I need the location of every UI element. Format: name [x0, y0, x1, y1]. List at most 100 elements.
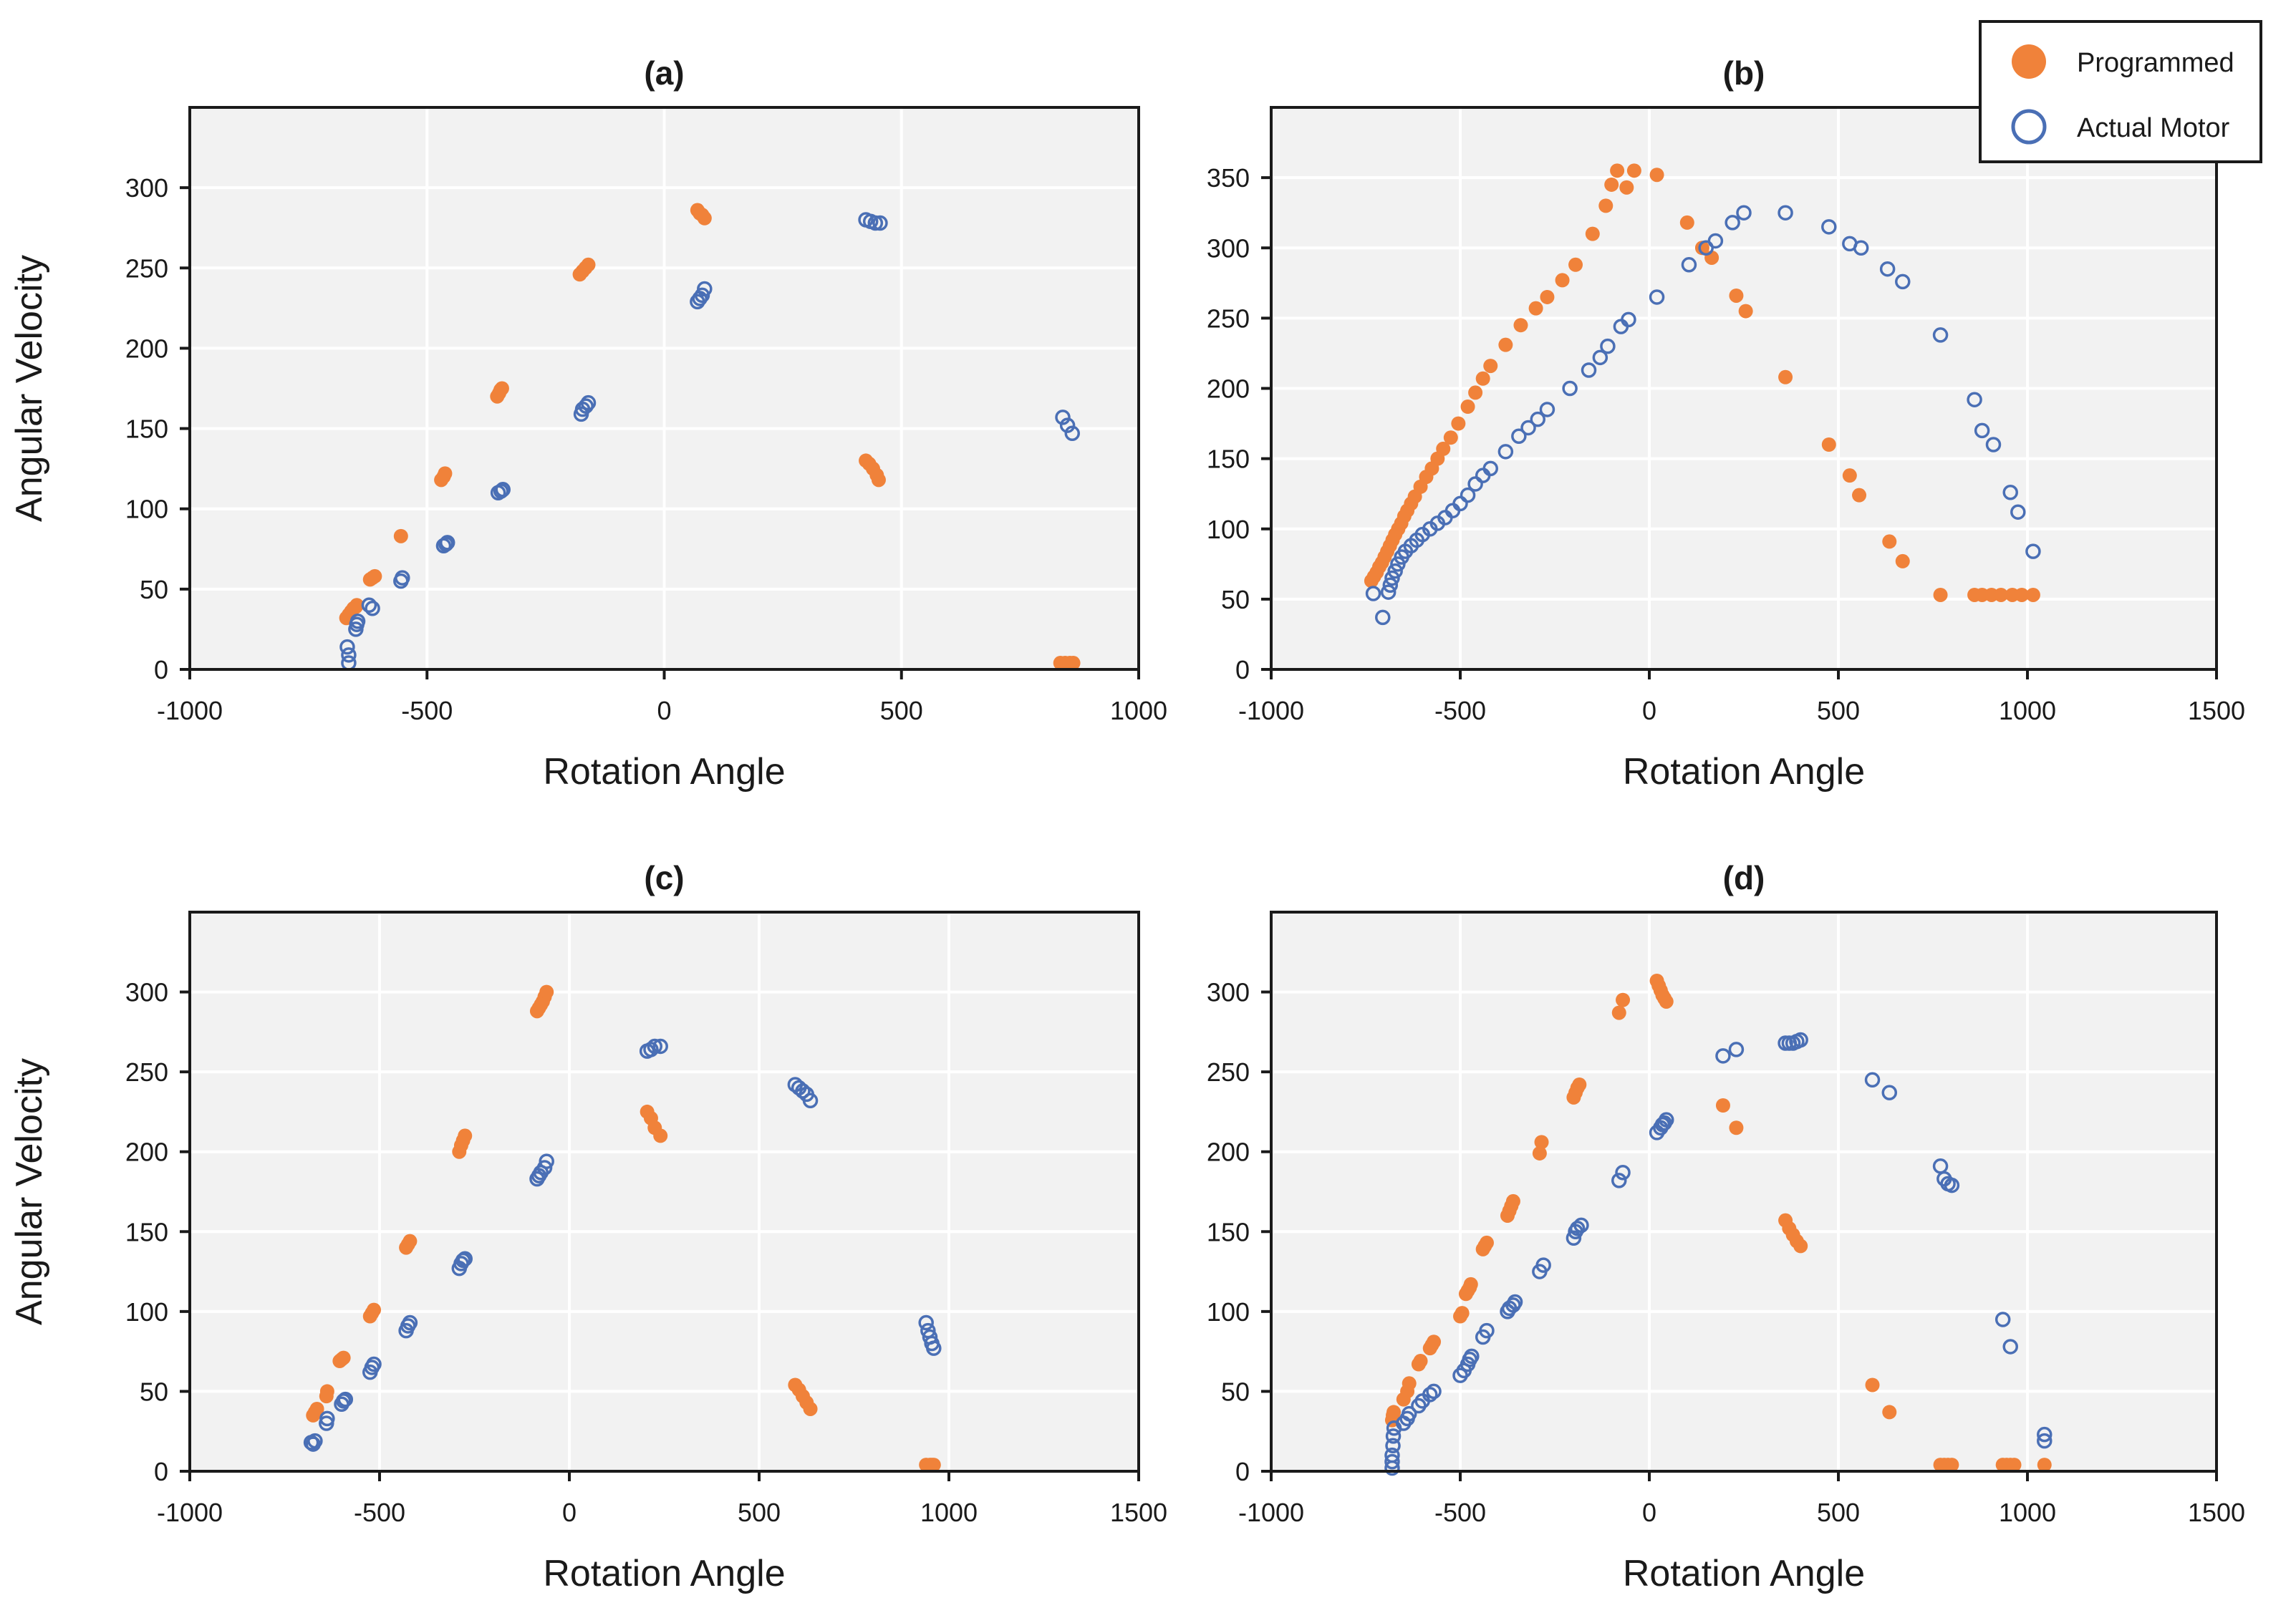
data-point-actual-motor	[1615, 1164, 1631, 1181]
data-point-programmed	[2015, 587, 2030, 602]
data-point-programmed	[1616, 992, 1631, 1007]
data-point-actual-motor	[349, 613, 366, 629]
data-point-actual-motor	[647, 1038, 662, 1055]
series-actual-motor	[1365, 205, 2041, 626]
x-tick-label: 1000	[1999, 1498, 2056, 1527]
data-point-programmed	[438, 466, 453, 481]
data-point-actual-motor	[2025, 543, 2041, 559]
series-programmed	[306, 984, 941, 1473]
x-tick-label: -500	[1434, 1498, 1486, 1527]
data-point-actual-motor	[1507, 1294, 1523, 1310]
plot-frame	[188, 911, 1140, 1473]
legend-label-programmed: Programmed	[2077, 48, 2234, 78]
x-tick-label: 1000	[1999, 696, 2056, 725]
data-point-actual-motor	[1497, 444, 1514, 460]
data-point-actual-motor	[1401, 1405, 1417, 1422]
x-tick-label: 1500	[2188, 696, 2245, 725]
y-axis-label: Angular Velocity	[9, 255, 50, 522]
panel-c: -1000 -500 0 500 1000 1500 0 50 100 150 200 250 300 (…	[9, 859, 1167, 1594]
y-axis: 0 50 100 150 200 250 300	[1207, 978, 1271, 1486]
data-point-actual-motor	[1426, 1383, 1442, 1400]
x-tick-label: -500	[354, 1498, 405, 1527]
data-point-actual-motor	[366, 1356, 382, 1372]
data-point-actual-motor	[1994, 1312, 2011, 1327]
data-point-actual-motor	[1464, 1348, 1480, 1365]
chart-title: (d)	[1723, 859, 1765, 896]
y-tick-label: 200	[125, 1138, 168, 1167]
series-actual-motor	[303, 1038, 942, 1452]
data-point-programmed	[1729, 288, 1744, 303]
data-point-programmed	[1483, 359, 1498, 374]
data-point-actual-motor	[337, 1391, 354, 1408]
data-point-actual-motor	[493, 483, 509, 499]
y-tick-label: 250	[125, 253, 168, 283]
data-point-actual-motor	[1879, 261, 1896, 277]
data-point-actual-motor	[1793, 1032, 1808, 1048]
data-point-programmed	[1463, 1277, 1478, 1292]
chart-title: (b)	[1723, 54, 1765, 92]
data-point-programmed	[1738, 304, 1753, 319]
data-point-actual-motor	[1967, 392, 1982, 407]
data-point-actual-motor	[1562, 380, 1578, 397]
data-point-programmed	[458, 1128, 473, 1143]
data-point-programmed	[1679, 215, 1694, 230]
data-point-actual-motor	[697, 281, 713, 297]
legend: Programmed Actual Motor	[1979, 20, 2262, 163]
data-point-actual-motor	[1064, 425, 1080, 442]
data-point-programmed	[1598, 198, 1614, 213]
data-point-actual-motor	[643, 1042, 659, 1057]
data-point-actual-motor	[1479, 1322, 1495, 1339]
x-tick-label: -500	[401, 696, 453, 725]
y-tick-label: 100	[1207, 1297, 1250, 1327]
data-point-actual-motor	[1573, 1217, 1589, 1234]
data-point-programmed	[871, 473, 886, 488]
data-point-programmed	[1532, 1146, 1547, 1161]
data-point-programmed	[1626, 163, 1641, 178]
data-point-programmed	[494, 381, 509, 396]
data-point-actual-motor	[1932, 327, 1949, 343]
data-point-programmed	[1604, 177, 1619, 192]
data-point-actual-motor	[1380, 584, 1397, 600]
series-actual-motor	[339, 212, 1080, 671]
data-point-programmed	[1694, 241, 1709, 256]
y-tick-label: 100	[1207, 515, 1250, 544]
data-point-actual-motor	[1422, 1387, 1438, 1403]
y-tick-label: 0	[1235, 1457, 1250, 1486]
y-tick-label: 300	[125, 173, 168, 203]
data-point-actual-motor	[307, 1433, 323, 1449]
data-point-actual-motor	[395, 570, 410, 586]
y-tick-label: 100	[125, 1297, 168, 1327]
data-point-programmed	[1778, 369, 1793, 384]
data-point-programmed	[1402, 1376, 1417, 1391]
data-point-programmed	[336, 1350, 351, 1365]
data-point-programmed	[1659, 994, 1674, 1009]
data-point-actual-motor	[1385, 1438, 1401, 1454]
data-point-programmed	[1555, 273, 1570, 288]
y-tick-label: 150	[1207, 1217, 1250, 1246]
y-tick-label: 0	[154, 655, 168, 684]
data-point-programmed	[1386, 1405, 1402, 1420]
data-point-programmed	[1568, 257, 1583, 272]
x-axis: -1000 -500 0 500 1000	[157, 669, 1167, 725]
x-axis: -1000 -500 0 500 1000 1500	[157, 1471, 1167, 1527]
data-point-actual-motor	[1611, 1173, 1627, 1188]
data-point-programmed	[1427, 1335, 1442, 1350]
y-axis: 0 50 100 150 200 250 300 350	[1207, 163, 1271, 684]
y-tick-label: 350	[1207, 163, 1250, 193]
data-point-programmed	[1460, 399, 1475, 415]
data-point-programmed	[653, 1128, 668, 1143]
data-point-actual-motor	[1511, 428, 1527, 444]
data-point-programmed	[1865, 1377, 1880, 1393]
x-tick-label: 0	[562, 1498, 577, 1527]
data-point-actual-motor	[1944, 1177, 1960, 1193]
x-tick-label: -1000	[1238, 1498, 1304, 1527]
data-point-actual-motor	[439, 535, 455, 551]
data-point-actual-motor	[1569, 1221, 1586, 1236]
data-point-actual-motor	[1059, 417, 1076, 433]
data-point-programmed	[1443, 430, 1458, 445]
panel-b: -1000 -500 0 500 1000 1500 0 50 100 150 200 250 300 3…	[1207, 54, 2245, 793]
data-point-programmed	[2025, 587, 2040, 602]
data-point-actual-motor	[1055, 410, 1071, 425]
y-tick-label: 250	[1207, 1057, 1250, 1087]
data-point-actual-motor	[795, 1083, 811, 1099]
